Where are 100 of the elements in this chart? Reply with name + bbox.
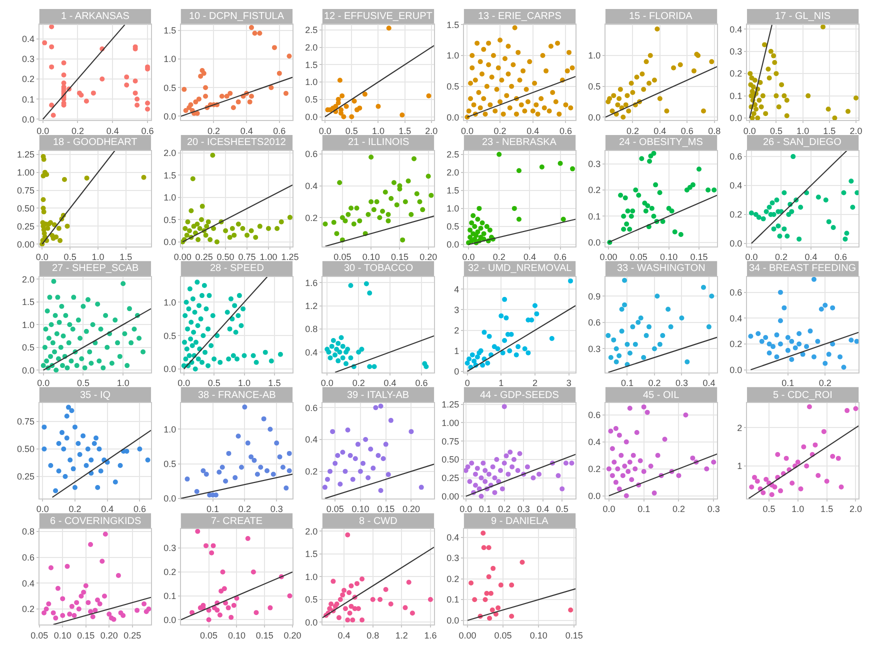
x-tick-label: 0.4 <box>654 126 666 136</box>
y-tick-label: 0.1 <box>730 90 742 101</box>
x-tick-label: 0.0 <box>745 252 758 262</box>
y-tick-label: 0.2 <box>730 210 742 220</box>
y-tick-label: 1.5 <box>164 170 176 180</box>
y-tick-label: 0.4 <box>730 180 742 191</box>
x-tick-label: 0.0 <box>36 126 50 136</box>
x-tick-label: 0.2 <box>207 126 220 136</box>
chart-title: 8 - CWD <box>359 516 398 527</box>
y-tick-label: 0.0 <box>305 617 318 628</box>
y-tick-label: 0.50 <box>442 454 460 465</box>
x-tick-label: 0.15 <box>690 252 708 262</box>
y-tick-label: 0.3 <box>164 543 176 554</box>
y-tick-label: 2.0 <box>305 526 318 536</box>
x-tick-label: 0.4 <box>106 126 119 136</box>
y-tick-label: 0.2 <box>22 74 35 84</box>
x-tick-label: 0.6 <box>273 126 286 136</box>
chart-title: 18 - GOODHEART <box>53 137 138 148</box>
y-tick-label: 0.5 <box>588 81 601 92</box>
x-tick-label: 0.20 <box>100 630 118 640</box>
x-tick-label: 0.0 <box>460 126 474 136</box>
chart-title: 39 - ITALY-AB <box>347 390 410 401</box>
y-tick-label: 2.5 <box>305 25 318 36</box>
x-tick-label: 1.0 <box>792 504 804 514</box>
y-tick-label: 0.5 <box>164 82 176 93</box>
y-tick-label: 0.1 <box>22 94 35 104</box>
y-tick-label: 0.3 <box>446 553 460 564</box>
y-tick-label: 4 <box>454 284 460 294</box>
y-tick-label: 0.2 <box>730 339 742 350</box>
y-tick-label: 0.0 <box>446 616 460 626</box>
y-tick-label: 0.5 <box>164 330 176 341</box>
chart-title: 23 - NEBRASKA <box>482 137 557 148</box>
x-tick-label: 2.0 <box>849 504 862 514</box>
y-tick-label: 1.00 <box>442 418 460 428</box>
y-tick-label: 0.6 <box>730 152 742 162</box>
y-tick-label: 0.5 <box>446 81 460 92</box>
x-tick-label: 1.0 <box>92 252 104 262</box>
x-tick-label: 0.5 <box>64 252 76 262</box>
y-tick-label: 0.4 <box>22 578 35 588</box>
y-tick-label: 1 <box>454 346 460 356</box>
chart-title: 45 - OIL <box>643 390 680 401</box>
y-tick-label: 0.9 <box>588 291 601 302</box>
x-tick-label: 0.15 <box>377 504 395 514</box>
x-tick-label: 0.4 <box>384 378 396 388</box>
y-tick-label: 0.5 <box>446 222 460 232</box>
y-tick-label: 0.3 <box>588 159 601 170</box>
y-tick-label: 1.0 <box>164 192 176 203</box>
y-tick-label: 0.2 <box>305 466 318 477</box>
x-tick-label: 0.2 <box>626 126 639 136</box>
y-tick-label: 1.0 <box>305 572 318 582</box>
y-tick-label: 2.0 <box>446 168 460 178</box>
y-tick-label: 1 <box>737 461 742 472</box>
x-tick-label: 1.0 <box>372 126 384 136</box>
chart-title: 26 - SAN_DIEGO <box>763 137 842 148</box>
y-tick-label: 0.50 <box>17 203 35 214</box>
x-tick-label: 0.5 <box>76 378 90 388</box>
y-tick-label: 0.6 <box>22 552 35 563</box>
x-tick-label: 0.10 <box>530 630 548 640</box>
x-tick-label: 1.25 <box>281 252 299 262</box>
y-tick-label: 0.2 <box>164 567 176 578</box>
x-tick-label: 0.10 <box>362 252 380 262</box>
y-tick-label: 1.5 <box>305 549 318 560</box>
y-tick-label: 1.25 <box>442 400 460 410</box>
x-tick-label: 1 <box>498 378 504 388</box>
x-tick-label: 0.00 <box>600 252 618 262</box>
y-tick-label: 0.6 <box>588 410 601 420</box>
chart-title: 30 - TOBACCO <box>344 263 414 274</box>
x-tick-label: 0.25 <box>195 252 213 262</box>
x-tick-label: 0.6 <box>834 252 848 262</box>
chart-title: 5 - CDC_ROI <box>773 390 832 401</box>
y-tick-label: 0.8 <box>305 324 318 334</box>
y-tick-label: 0.0 <box>164 614 176 625</box>
x-tick-label: 1.5 <box>120 252 132 262</box>
y-tick-label: 0.6 <box>305 149 318 160</box>
y-tick-label: 0.0 <box>588 490 601 501</box>
x-tick-label: 1.5 <box>820 504 834 514</box>
y-tick-label: 1.25 <box>17 150 35 160</box>
y-tick-label: 0.5 <box>164 214 176 225</box>
y-tick-label: 0.25 <box>442 473 460 484</box>
y-tick-label: 0.6 <box>730 287 742 298</box>
x-tick-label: 0.75 <box>238 252 256 262</box>
x-tick-label: 0.15 <box>390 252 408 262</box>
x-tick-label: 0.05 <box>334 252 352 262</box>
y-tick-label: 1.6 <box>305 278 318 288</box>
x-tick-label: 0.10 <box>660 252 678 262</box>
x-tick-label: 0.10 <box>352 504 370 514</box>
y-tick-label: 0.2 <box>305 212 318 223</box>
chart-title: 9 - DANIELA <box>491 516 549 527</box>
x-tick-label: 0.25 <box>124 630 142 640</box>
x-tick-label: 0.2 <box>494 126 506 136</box>
x-tick-label: 0.00 <box>174 252 192 262</box>
x-tick-label: 0.4 <box>702 378 716 388</box>
chart-title: 34 - BREAST FEEDING <box>749 263 856 274</box>
x-tick-label: 0.6 <box>415 378 428 388</box>
x-tick-label: 0.8 <box>708 126 721 136</box>
chart-title: 38 - FRANCE-AB <box>198 390 276 401</box>
y-tick-label: 0.5 <box>305 94 318 105</box>
y-tick-label: 0.2 <box>22 604 35 614</box>
x-tick-label: 0.15 <box>565 630 583 640</box>
x-tick-label: 0.15 <box>77 630 95 640</box>
